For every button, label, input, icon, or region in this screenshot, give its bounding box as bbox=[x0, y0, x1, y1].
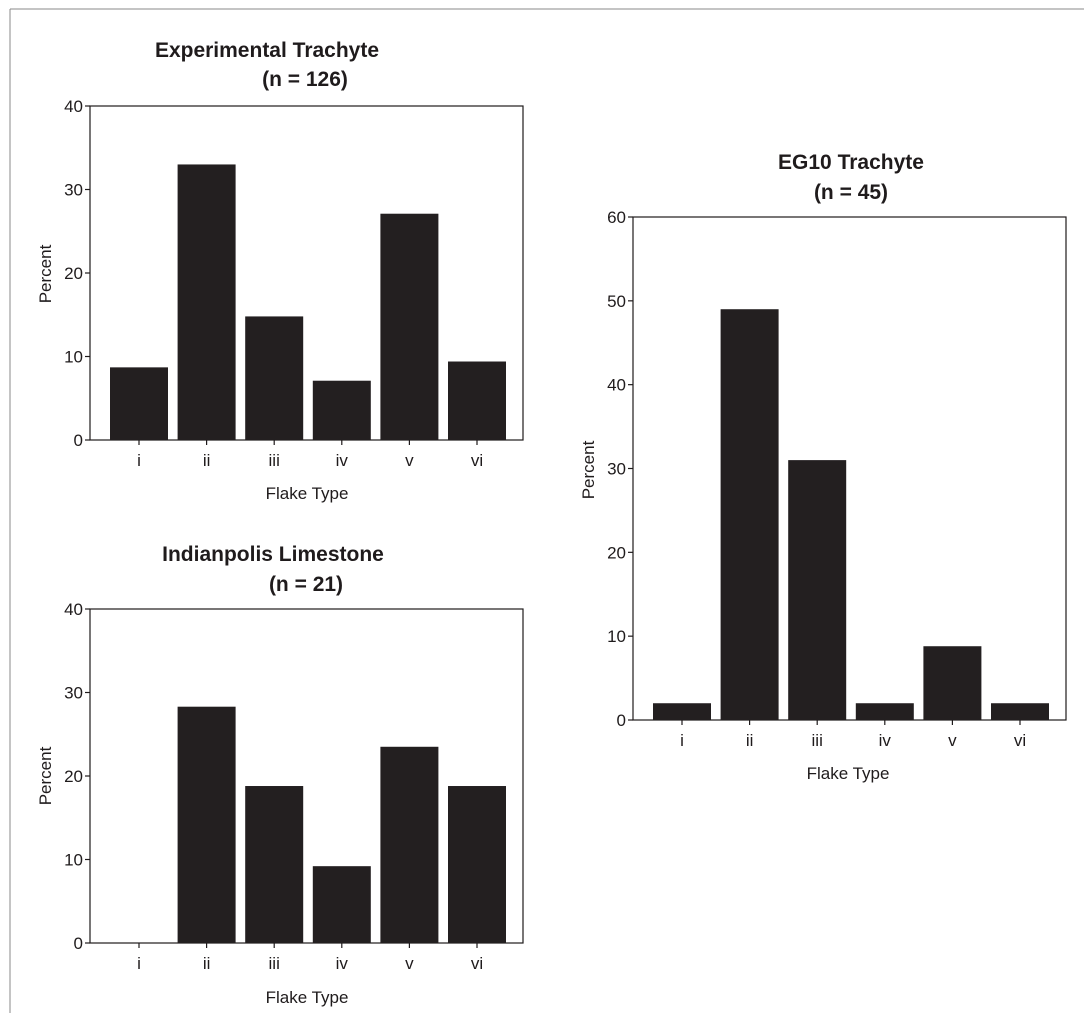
y-tick-label: 30 bbox=[607, 460, 626, 479]
chart-subtitle: (n = 45) bbox=[814, 181, 888, 204]
x-tick-label: vi bbox=[1014, 731, 1026, 750]
y-tick-label: 20 bbox=[64, 264, 83, 283]
y-tick-label: 10 bbox=[64, 348, 83, 367]
x-tick-label: v bbox=[405, 954, 414, 973]
y-tick-label: 60 bbox=[607, 208, 626, 227]
x-tick-label: iv bbox=[336, 451, 349, 470]
x-tick-label: iii bbox=[269, 451, 280, 470]
bar-iv bbox=[312, 380, 371, 440]
y-tick-label: 30 bbox=[64, 684, 83, 703]
y-tick-label: 50 bbox=[607, 292, 626, 311]
bar-vi bbox=[448, 786, 506, 943]
bar-i bbox=[110, 367, 168, 440]
y-tick-label: 30 bbox=[64, 181, 83, 200]
bar-iii bbox=[245, 786, 304, 943]
bar-ii bbox=[177, 164, 236, 440]
bar-iv bbox=[312, 866, 371, 943]
chart-title: EG10 Trachyte bbox=[778, 151, 924, 174]
x-tick-label: v bbox=[948, 731, 957, 750]
chart-indianpolis-limestone: Indianpolis Limestone (n = 21) Flake Typ… bbox=[36, 543, 524, 1007]
y-axis-label: Percent bbox=[579, 440, 598, 499]
bar-v bbox=[923, 646, 982, 720]
x-axis-label: Flake Type bbox=[807, 764, 890, 783]
chart-title: Indianpolis Limestone bbox=[162, 543, 384, 566]
x-tick-label: ii bbox=[203, 451, 211, 470]
x-tick-label: iii bbox=[269, 954, 280, 973]
bar-ii bbox=[720, 309, 779, 720]
y-tick-label: 0 bbox=[74, 431, 83, 450]
y-tick-label: 0 bbox=[74, 934, 83, 953]
x-tick-label: iv bbox=[336, 954, 349, 973]
plot-area bbox=[632, 216, 1067, 721]
y-tick-label: 0 bbox=[617, 711, 626, 730]
x-tick-label: v bbox=[405, 451, 414, 470]
chart-eg10-trachyte: EG10 Trachyte (n = 45) Flake Type Percen… bbox=[579, 151, 1067, 783]
y-tick-label: 40 bbox=[64, 97, 83, 116]
bar-v bbox=[380, 213, 439, 440]
y-tick-label: 20 bbox=[607, 543, 626, 562]
bar-i bbox=[653, 703, 711, 720]
x-axis-label: Flake Type bbox=[266, 484, 349, 503]
y-tick-label: 40 bbox=[64, 600, 83, 619]
x-tick-label: iv bbox=[879, 731, 892, 750]
x-tick-label: i bbox=[137, 954, 141, 973]
bar-iii bbox=[245, 316, 304, 440]
y-tick-label: 40 bbox=[607, 376, 626, 395]
y-tick-label: 20 bbox=[64, 767, 83, 786]
x-tick-label: ii bbox=[203, 954, 211, 973]
chart-experimental-trachyte: Experimental Trachyte (n = 126) Flake Ty… bbox=[36, 39, 524, 503]
x-tick-label: vi bbox=[471, 451, 483, 470]
y-tick-label: 10 bbox=[607, 627, 626, 646]
bar-ii bbox=[177, 706, 236, 943]
x-tick-label: iii bbox=[812, 731, 823, 750]
bar-vi bbox=[991, 703, 1049, 720]
bar-vi bbox=[448, 361, 506, 440]
chart-title: Experimental Trachyte bbox=[155, 39, 379, 62]
x-tick-label: i bbox=[680, 731, 684, 750]
x-tick-label: ii bbox=[746, 731, 754, 750]
y-axis-label: Percent bbox=[36, 746, 55, 805]
x-axis-label: Flake Type bbox=[266, 988, 349, 1007]
y-axis-label: Percent bbox=[36, 244, 55, 303]
x-tick-label: i bbox=[137, 451, 141, 470]
bar-iv bbox=[855, 703, 914, 720]
y-tick-label: 10 bbox=[64, 851, 83, 870]
x-tick-label: vi bbox=[471, 954, 483, 973]
bar-iii bbox=[788, 460, 847, 720]
chart-subtitle: (n = 21) bbox=[269, 573, 343, 596]
chart-subtitle: (n = 126) bbox=[262, 68, 348, 91]
bar-v bbox=[380, 746, 439, 943]
